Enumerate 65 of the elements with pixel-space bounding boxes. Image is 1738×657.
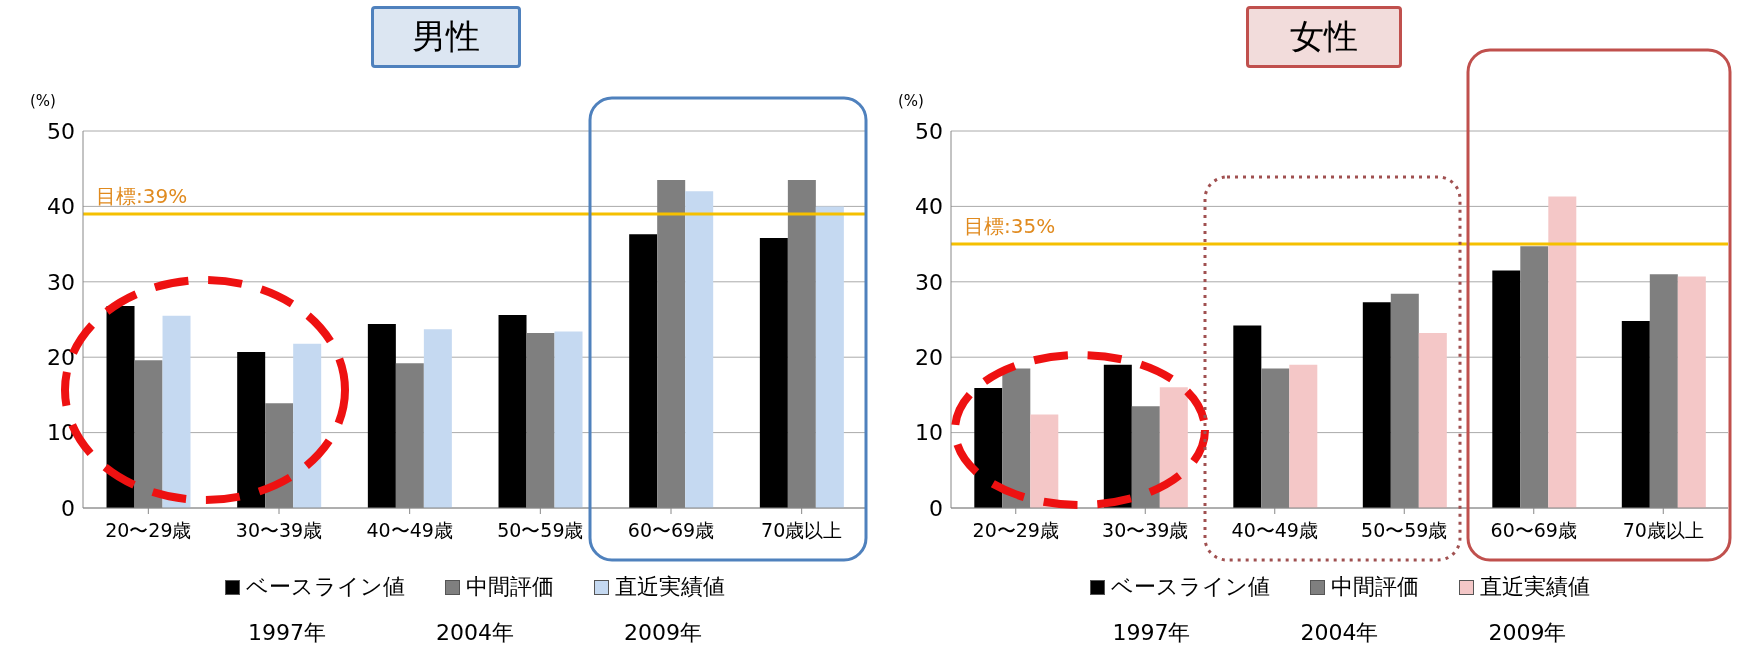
bar	[106, 305, 135, 508]
bar	[162, 315, 191, 508]
bar	[554, 331, 583, 508]
y-tick-label: 10	[915, 420, 943, 446]
bar	[1103, 364, 1132, 508]
text: 1997年	[1112, 619, 1191, 647]
legend-label: 中間評価	[466, 573, 554, 601]
y-tick-label: 20	[47, 345, 75, 371]
x-tick-label: 20〜29歳	[972, 519, 1059, 542]
bar	[237, 351, 266, 508]
y-tick-label: 50	[47, 118, 75, 144]
y-tick-label: 0	[929, 495, 943, 521]
x-tick-label: 50〜59歳	[497, 519, 584, 542]
legend-label: 直近実績値	[1479, 573, 1590, 601]
y-tick-label: 30	[915, 269, 943, 295]
x-tick-label: 60〜69歳	[1490, 519, 1577, 542]
bar	[1289, 364, 1318, 508]
y-axis-title: (%)	[30, 92, 56, 110]
bar	[1548, 196, 1577, 508]
bar	[1418, 333, 1447, 508]
y-axis-title: (%)	[898, 92, 924, 110]
y-tick-label: 50	[915, 118, 943, 144]
bar	[498, 314, 527, 508]
legend-label: 直近実績値	[615, 573, 725, 601]
x-tick-label: 30〜39歳	[1102, 519, 1189, 542]
ref-line-label: 目標:35%	[964, 214, 1056, 239]
chart-title: 男性	[412, 15, 480, 58]
x-tick-label: 30〜39歳	[235, 519, 323, 542]
x-tick-label: 70歳以上	[1622, 519, 1704, 542]
bar	[293, 343, 322, 508]
text: 1997年	[248, 619, 326, 647]
x-tick-label: 20〜29歳	[105, 519, 192, 542]
bar	[1677, 276, 1706, 508]
bar	[629, 234, 658, 508]
bar	[1159, 387, 1188, 508]
text: 2004年	[436, 619, 514, 647]
bar	[1621, 321, 1650, 508]
bar	[1233, 325, 1262, 508]
x-tick-label: 50〜59歳	[1361, 519, 1448, 542]
y-tick-label: 40	[47, 194, 75, 220]
bar	[423, 329, 452, 508]
text: 2004年	[1300, 619, 1379, 647]
x-tick-label: 60〜69歳	[627, 519, 715, 542]
bar	[1362, 302, 1391, 508]
bar	[367, 324, 396, 508]
legend-label: ベースライン値	[246, 573, 405, 601]
ref-line-label: 目標:39%	[96, 184, 188, 209]
y-tick-label: 20	[915, 345, 943, 371]
y-tick-label: 40	[915, 194, 943, 220]
legend-label: 中間評価	[1330, 573, 1419, 601]
bar	[1030, 414, 1059, 508]
bar	[759, 238, 788, 508]
bar	[815, 206, 844, 508]
y-tick-label: 30	[47, 269, 75, 295]
bar	[1492, 270, 1521, 508]
text: 2009年	[1488, 619, 1567, 647]
x-tick-label: 40〜49歳	[366, 519, 453, 542]
bar	[685, 191, 714, 508]
bar	[974, 388, 1003, 508]
x-tick-label: 70歳以上	[761, 519, 843, 542]
y-tick-label: 0	[61, 495, 75, 521]
text: 2009年	[624, 619, 702, 647]
x-tick-label: 40〜49歳	[1231, 519, 1318, 542]
legend-label: ベースライン値	[1110, 573, 1270, 601]
chart-title: 女性	[1290, 15, 1358, 58]
